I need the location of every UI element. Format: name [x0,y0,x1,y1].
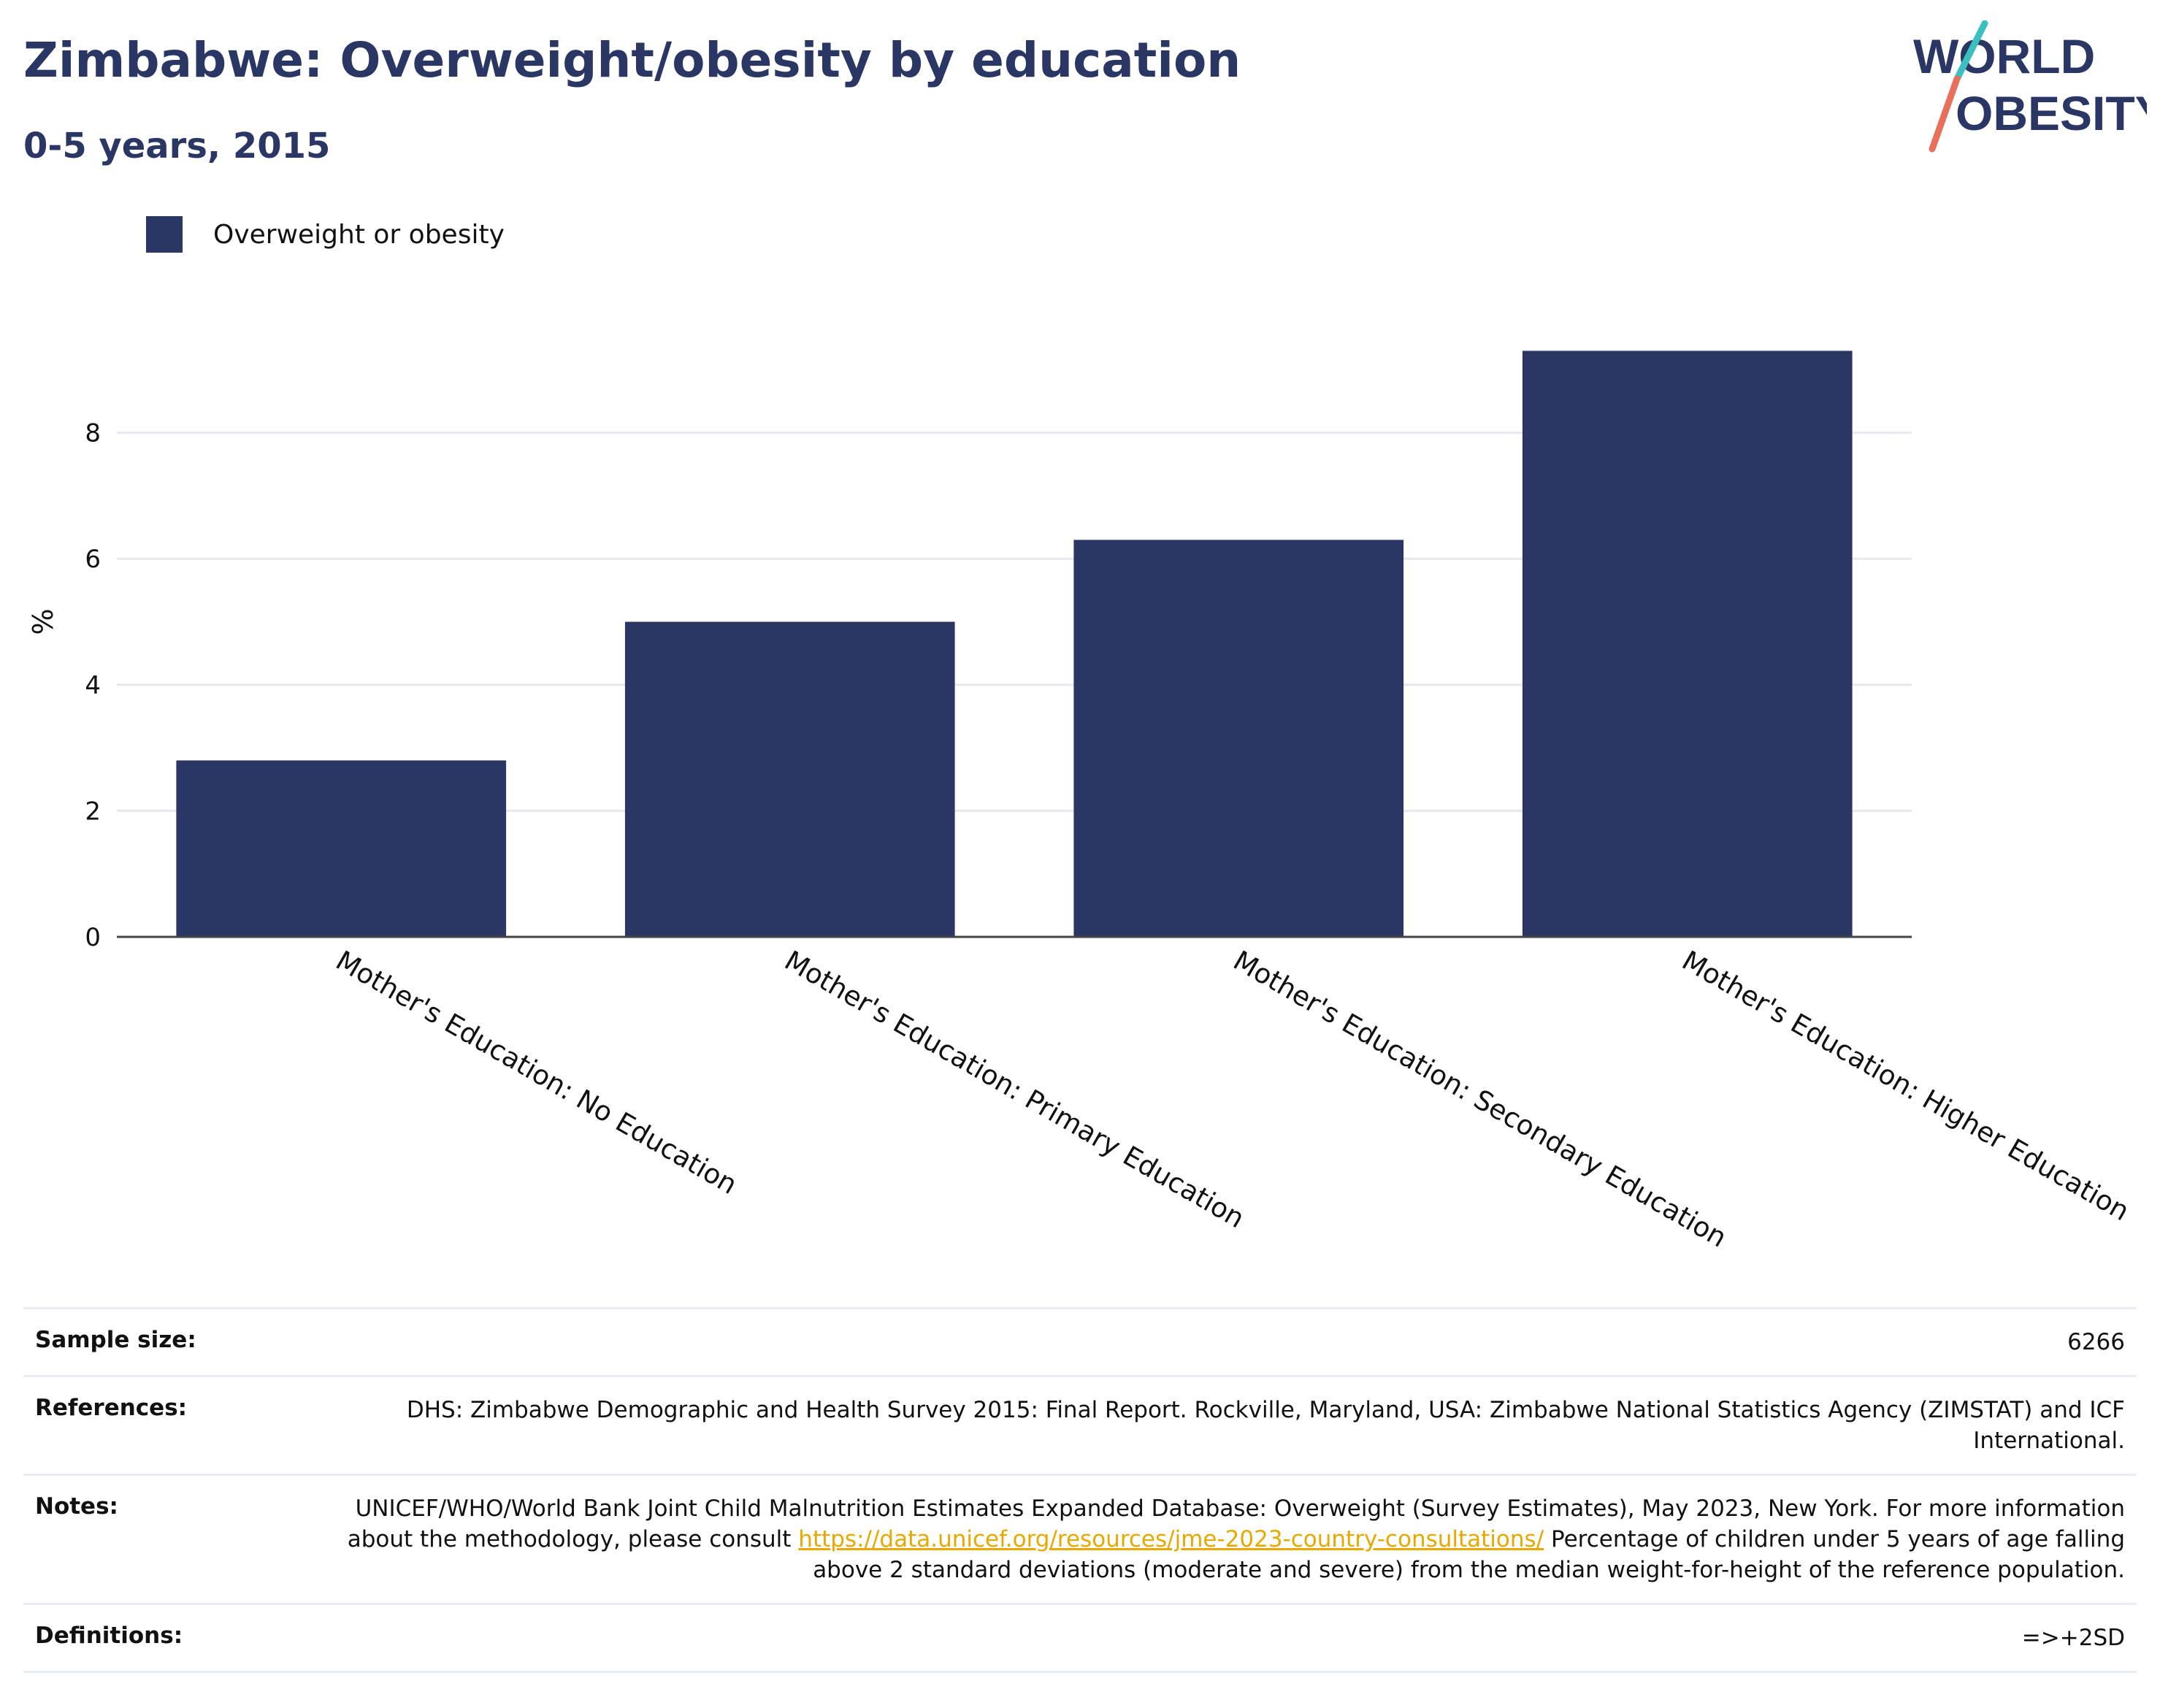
info-row-references: References: DHS: Zimbabwe Demographic an… [23,1377,2137,1476]
chart-subtitle: 0-5 years, 2015 [23,126,331,166]
x-tick-label: Mother's Education: Higher Education [1677,945,2134,1228]
logo-line-2: OBESITY [1956,86,2147,140]
world-obesity-logo: WORLD OBESITY [1913,20,2147,153]
sample-size-value: 6266 [2067,1329,2125,1355]
notes-label: Notes: [35,1493,118,1520]
bar [624,621,955,937]
logo-coral-slash [1929,75,1961,153]
info-row-notes: Notes: UNICEF/WHO/World Bank Joint Child… [23,1476,2137,1605]
references-value: DHS: Zimbabwe Demographic and Health Sur… [406,1397,2125,1454]
y-tick-label: 4 [85,671,101,700]
legend-label: Overweight or obesity [213,219,505,250]
bar [1522,351,1853,937]
y-tick-label: 6 [85,545,101,574]
logo-line-1: WORLD [1913,29,2095,83]
info-row-definitions: Definitions: =>+2SD [23,1605,2137,1673]
info-table: Sample size: 6266 References: DHS: Zimba… [23,1307,2137,1673]
bar [176,760,507,937]
sample-size-label: Sample size: [35,1327,196,1353]
y-axis-label: % [27,608,59,635]
notes-text-1: UNICEF/WHO/World Bank Joint Child Malnut… [347,1496,2125,1552]
chart-title: Zimbabwe: Overweight/obesity by educatio… [23,32,1241,88]
legend[interactable]: Overweight or obesity [146,216,505,253]
bars-layer [176,351,1853,937]
x-tick-label: Mother's Education: Primary Education [779,945,1249,1235]
x-tick-label: Mother's Education: Secondary Education [1228,945,1732,1254]
legend-swatch [146,216,183,253]
x-tick-label: Mother's Education: No Education [331,945,743,1200]
definitions-label: Definitions: [35,1623,183,1649]
notes-value: UNICEF/WHO/World Bank Joint Child Malnut… [299,1493,2125,1585]
y-tick-label: 2 [85,797,101,826]
references-label: References: [35,1395,188,1421]
definitions-value: =>+2SD [2021,1625,2125,1651]
notes-text-2: Percentage of children under 5 years of … [813,1526,2125,1583]
bar [1073,540,1404,937]
y-tick-label: 8 [85,419,101,448]
info-row-sample-size: Sample size: 6266 [23,1309,2137,1377]
logo-teal-slash [1953,20,1988,83]
y-tick-label: 0 [85,923,101,952]
notes-link[interactable]: https://data.unicef.org/resources/jme-20… [798,1526,1544,1552]
